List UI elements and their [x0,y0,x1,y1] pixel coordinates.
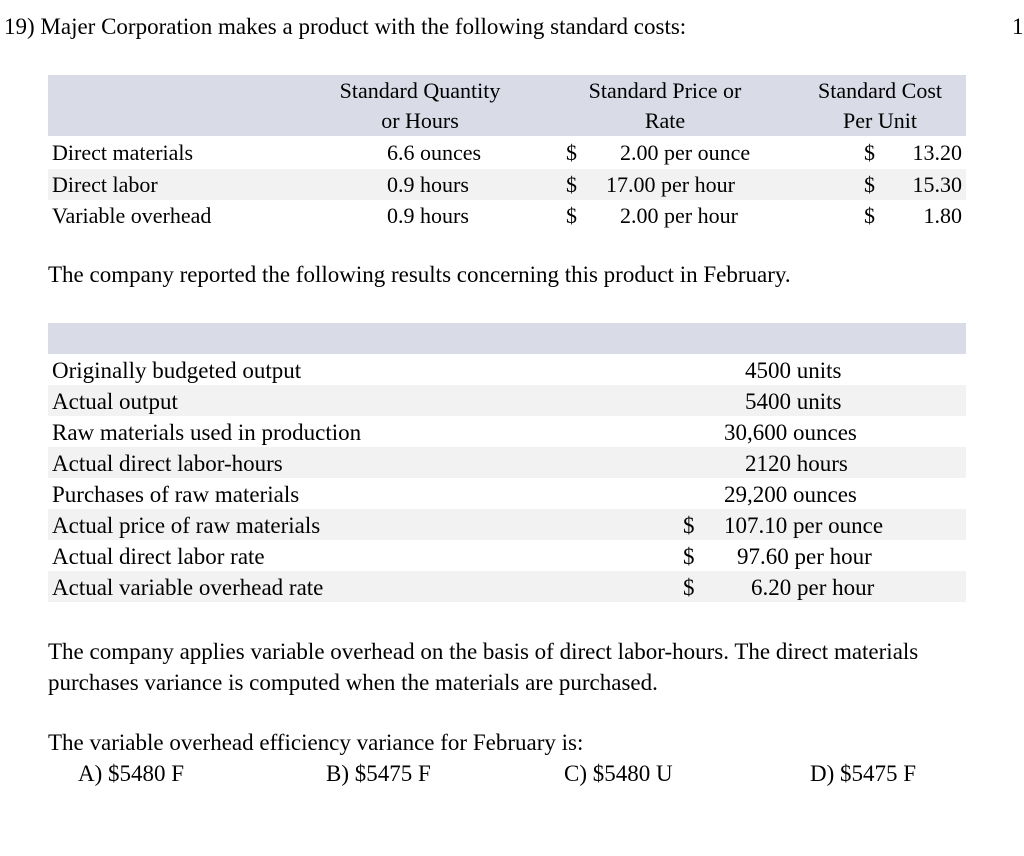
results-row-value: 97.60 per hour [737,544,872,569]
standards-row-price: 2.00 per ounce [620,140,751,165]
standards-row-price: 17.00 per hour [606,172,735,197]
header-standard-price: Standard Price or Rate [588,78,742,133]
standards-row-cost-symbol: $ [864,172,875,197]
row-stripe [48,169,966,200]
question-title: 19) Majer Corporation makes a product wi… [4,14,687,39]
results-row-value: 5400 units [745,389,842,414]
results-row-symbol: $ [683,575,695,600]
standards-row-label: Variable overhead [52,203,212,228]
results-row-value: 6.20 per hour [751,575,875,600]
standards-row-label: Direct labor [52,172,158,197]
results-row-value: 30,600 ounces [724,420,857,445]
standards-row-cost-symbol: $ [864,203,875,228]
standards-row-label: Direct materials [52,140,194,165]
choice-a[interactable]: A) $5480 F [78,761,185,786]
choice-c[interactable]: C) $5480 U [564,761,673,786]
standards-row-qty: 6.6 ounces [387,140,482,165]
row-stripe [48,509,966,540]
standards-row-qty: 0.9 hours [387,172,469,197]
results-table-header [48,323,966,354]
standards-row-price-symbol: $ [566,203,577,228]
results-row-value: 4500 units [745,358,842,383]
row-stripe [48,447,966,478]
results-row-value: 107.10 per ounce [724,513,884,538]
results-row-label: Raw materials used in production [52,420,362,445]
results-row-label: Actual price of raw materials [52,513,321,538]
choice-b[interactable]: B) $5475 F [326,761,431,786]
results-row-value: 2120 hours [745,451,848,476]
page-number: 1 [1012,14,1024,39]
standards-row-qty: 0.9 hours [387,203,469,228]
assumptions-paragraph: The company applies variable overhead on… [48,639,919,695]
results-row-label: Actual direct labor-hours [52,451,283,476]
choice-d[interactable]: D) $5475 F [810,761,917,786]
standards-row-cost: 15.30 [912,172,963,197]
results-row-symbol: $ [683,544,695,569]
standards-row-price-symbol: $ [566,172,577,197]
results-row-symbol: $ [683,513,695,538]
results-row-label: Purchases of raw materials [52,482,300,507]
standards-row-cost-symbol: $ [864,140,875,165]
standards-row-price-symbol: $ [566,140,577,165]
results-intro: The company reported the following resul… [48,262,791,287]
results-row-label: Originally budgeted output [52,358,302,383]
row-stripe [48,385,966,416]
header-standard-quantity: Standard Quantity or Hours [339,78,501,133]
results-row-label: Actual variable overhead rate [52,575,324,600]
question-prompt: The variable overhead efficiency varianc… [48,730,584,755]
header-standard-cost: Standard Cost Per Unit [817,78,943,133]
results-row-label: Actual direct labor rate [52,544,265,569]
standards-row-cost: 1.80 [923,203,963,228]
results-row-value: 29,200 ounces [724,482,857,507]
row-stripe [48,571,966,602]
standards-row-cost: 13.20 [912,140,963,165]
standards-table-header [48,75,966,136]
standards-row-price: 2.00 per hour [620,203,738,228]
results-row-label: Actual output [52,389,178,414]
